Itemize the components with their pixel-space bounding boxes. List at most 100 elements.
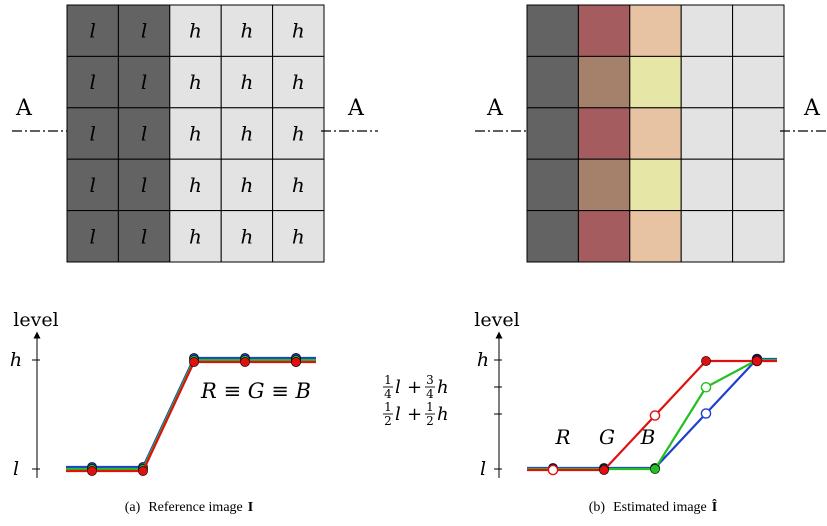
pixel-cell xyxy=(732,210,785,263)
pixel-cell xyxy=(577,210,631,263)
svg-text:+: + xyxy=(407,404,422,425)
caption-b: (b) Estimated image Î xyxy=(589,498,717,515)
estimated-pixel-grid xyxy=(526,4,785,263)
level-plot-a: level h l R ≡ G ≡ B xyxy=(10,309,316,480)
pixel-cell-label: h xyxy=(240,122,253,146)
data-point xyxy=(599,465,609,475)
pixel-cell-label: l xyxy=(89,70,95,94)
pixel-cell-label: h xyxy=(189,173,202,197)
pixel-cell xyxy=(117,210,171,263)
pixel-cell xyxy=(526,158,579,212)
pixel-cell xyxy=(169,55,222,109)
pixel-cell-label: l xyxy=(89,122,95,146)
pixel-cell-label: h xyxy=(189,19,202,43)
ytick-low-a: l xyxy=(13,458,19,480)
pixel-cell xyxy=(66,210,119,263)
section-label-left-b: A xyxy=(486,96,504,121)
section-line-b: A A xyxy=(475,96,827,132)
pixel-cell-label: h xyxy=(240,19,253,43)
pixel-cell xyxy=(526,4,579,57)
data-point xyxy=(701,356,711,366)
pixel-cell xyxy=(66,4,119,57)
pixel-cell-label: h xyxy=(292,70,305,94)
pixel-cell xyxy=(272,55,325,109)
data-point xyxy=(240,357,250,367)
svg-text:4: 4 xyxy=(426,387,434,401)
pixel-cell xyxy=(629,107,682,160)
reference-pixel-grid: l l h h h l l h h h l l h h h l l h h h l l h h h xyxy=(66,4,325,263)
pixel-cell-label: h xyxy=(240,224,253,248)
pixel-cell xyxy=(732,107,785,160)
pixel-cell xyxy=(220,158,274,212)
section-line-a: A A xyxy=(12,96,378,132)
pixel-cell xyxy=(732,4,785,57)
pixel-cell-label: h xyxy=(292,224,305,248)
pixel-cell xyxy=(272,158,325,212)
pixel-cell xyxy=(629,4,682,57)
pixel-cell xyxy=(526,210,579,263)
pixel-cell xyxy=(169,4,222,57)
data-point xyxy=(87,466,97,476)
ytick-low-b: l xyxy=(480,458,486,480)
pixel-cell xyxy=(66,55,119,109)
pixel-cell-label: h xyxy=(292,19,305,43)
pixel-cell xyxy=(732,158,785,212)
pixel-cell xyxy=(680,210,734,263)
pixel-cell xyxy=(680,4,734,57)
ylabel-a: level xyxy=(13,309,58,331)
pixel-cell-label: l xyxy=(141,224,147,248)
caption-a: (a) Reference image I xyxy=(125,500,253,515)
data-point xyxy=(700,408,712,419)
svg-text:2: 2 xyxy=(426,414,434,428)
pixel-cell-label: l xyxy=(89,224,95,248)
ytick-high-b: h xyxy=(477,349,489,371)
svg-text:+: + xyxy=(407,377,422,398)
data-point xyxy=(138,466,148,476)
pixel-cell xyxy=(169,158,222,212)
series-line xyxy=(92,356,296,469)
pixel-cell-label: l xyxy=(141,173,147,197)
pixel-cell xyxy=(526,55,579,109)
pixel-cell xyxy=(577,4,631,57)
pixel-cell-label: l xyxy=(141,19,147,43)
data-point xyxy=(650,464,660,474)
svg-text:1: 1 xyxy=(426,400,434,414)
svg-text:2: 2 xyxy=(384,414,392,428)
pixel-cell-label: h xyxy=(292,173,305,197)
pixel-cell xyxy=(629,55,682,109)
pixel-cell xyxy=(577,158,631,212)
pixel-cell-label: h xyxy=(292,122,305,146)
section-label-right-b: A xyxy=(803,96,821,121)
pixel-cell xyxy=(577,107,631,160)
pixel-cell-label: h xyxy=(189,70,202,94)
pixel-cell xyxy=(117,4,171,57)
pixel-cell xyxy=(117,158,171,212)
svg-text:4: 4 xyxy=(384,387,392,401)
pixel-cell xyxy=(629,158,682,212)
svg-text:h: h xyxy=(437,377,449,398)
svg-text:l: l xyxy=(395,377,401,398)
pixel-cell-label: h xyxy=(189,122,202,146)
pixel-cell-label: l xyxy=(141,70,147,94)
svg-text:l: l xyxy=(395,404,401,425)
section-label-right-a: A xyxy=(347,96,365,121)
data-point xyxy=(189,357,199,367)
pixel-cell-label: l xyxy=(89,19,95,43)
pixel-cell xyxy=(629,210,682,263)
pixel-cell-label: l xyxy=(141,122,147,146)
ylabel-b: level xyxy=(474,309,519,331)
pixel-cell xyxy=(732,55,785,109)
ytick-three-quarter-b: 1 4 l + 3 4 h xyxy=(383,373,449,401)
series-label-b: B xyxy=(640,425,656,449)
data-point xyxy=(700,381,712,393)
pixel-cell xyxy=(169,210,222,263)
data-point xyxy=(547,464,559,476)
ytick-high-a: h xyxy=(10,349,22,371)
level-plot-b: level h 1 4 l + 3 4 h 1 2 l + 1 2 h xyxy=(383,309,777,480)
series-label-r: R xyxy=(554,425,570,449)
pixel-cell-label: h xyxy=(189,224,202,248)
pixel-cell xyxy=(680,107,734,160)
pixel-cell xyxy=(117,107,171,160)
svg-text:1: 1 xyxy=(384,373,392,387)
